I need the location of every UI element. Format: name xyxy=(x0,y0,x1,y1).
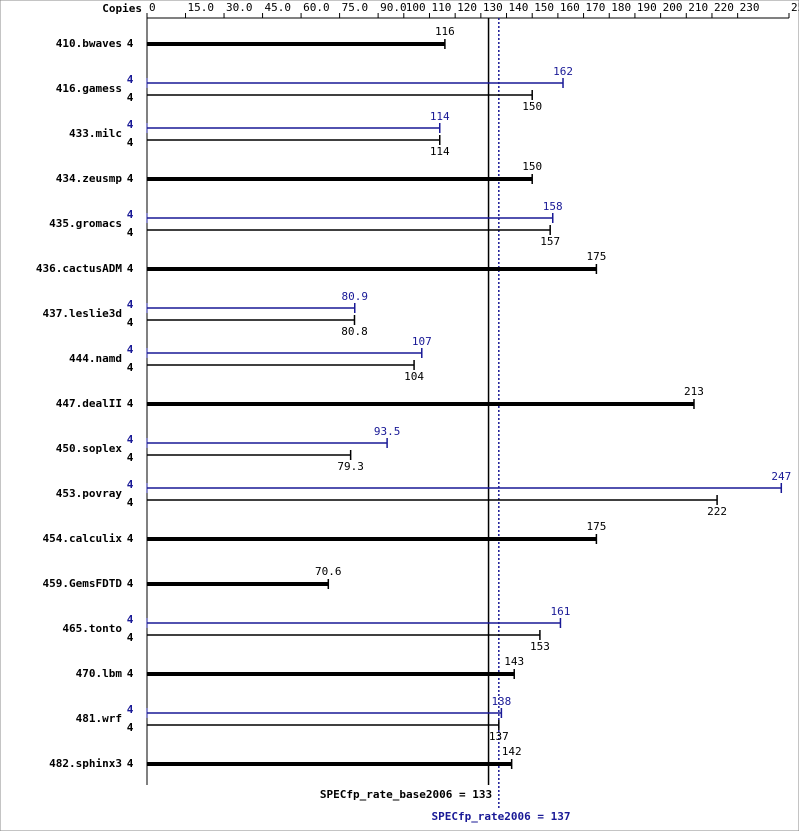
x-tick-label: 170 xyxy=(586,1,606,14)
value-label: 107 xyxy=(412,335,432,348)
copies-label: 4 xyxy=(127,532,134,545)
x-tick-label: 15.0 xyxy=(188,1,215,14)
copies-label: 4 xyxy=(127,667,134,680)
reference-label: SPECfp_rate_base2006 = 133 xyxy=(320,788,492,801)
copies-header: Copies xyxy=(102,2,142,15)
x-tick-label: 150 xyxy=(534,1,554,14)
x-tick-label: 130 xyxy=(483,1,503,14)
value-label: 138 xyxy=(491,695,511,708)
copies-label: 4 xyxy=(127,703,134,716)
copies-label: 4 xyxy=(127,37,134,50)
value-label: 70.6 xyxy=(315,565,342,578)
value-label: 175 xyxy=(586,250,606,263)
x-tick-label: 75.0 xyxy=(342,1,369,14)
benchmark-label: 437.leslie3d xyxy=(43,307,122,320)
copies-label: 4 xyxy=(127,397,134,410)
value-label: 114 xyxy=(430,110,450,123)
value-label: 162 xyxy=(553,65,573,78)
benchmark-label: 454.calculix xyxy=(43,532,123,545)
copies-label: 4 xyxy=(127,433,134,446)
copies-label: 4 xyxy=(127,343,134,356)
value-label: 80.8 xyxy=(341,325,368,338)
copies-label: 4 xyxy=(127,226,134,239)
x-tick-label: 30.0 xyxy=(226,1,253,14)
value-label: 158 xyxy=(543,200,563,213)
x-tick-label: 110 xyxy=(431,1,451,14)
value-label: 153 xyxy=(530,640,550,653)
value-label: 114 xyxy=(430,145,450,158)
benchmark-label: 447.dealII xyxy=(56,397,122,410)
copies-label: 4 xyxy=(127,298,134,311)
copies-label: 4 xyxy=(127,91,134,104)
value-label: 222 xyxy=(707,505,727,518)
x-tick-label: 160 xyxy=(560,1,580,14)
copies-label: 4 xyxy=(127,721,134,734)
value-label: 161 xyxy=(551,605,571,618)
copies-label: 4 xyxy=(127,208,134,221)
value-label: 80.9 xyxy=(342,290,369,303)
copies-label: 4 xyxy=(127,757,134,770)
copies-label: 4 xyxy=(127,361,134,374)
copies-label: 4 xyxy=(127,613,134,626)
benchmark-label: 465.tonto xyxy=(62,622,122,635)
x-tick-label: 220 xyxy=(714,1,734,14)
benchmark-label: 459.GemsFDTD xyxy=(43,577,123,590)
value-label: 137 xyxy=(489,730,509,743)
benchmark-label: 435.gromacs xyxy=(49,217,122,230)
value-label: 213 xyxy=(684,385,704,398)
benchmark-label: 482.sphinx3 xyxy=(49,757,122,770)
benchmark-label: 436.cactusADM xyxy=(36,262,122,275)
copies-label: 4 xyxy=(127,496,134,509)
value-label: 175 xyxy=(586,520,606,533)
x-tick-label: 0 xyxy=(149,1,156,14)
value-label: 116 xyxy=(435,25,455,38)
value-label: 104 xyxy=(404,370,424,383)
copies-label: 4 xyxy=(127,136,134,149)
x-tick-label: 100 xyxy=(406,1,426,14)
copies-label: 4 xyxy=(127,478,134,491)
x-tick-label: 230 xyxy=(740,1,760,14)
benchmark-label: 410.bwaves xyxy=(56,37,122,50)
value-label: 150 xyxy=(522,160,542,173)
value-label: 79.3 xyxy=(337,460,364,473)
copies-label: 4 xyxy=(127,172,134,185)
copies-label: 4 xyxy=(127,73,134,86)
value-label: 150 xyxy=(522,100,542,113)
x-tick-label: 180 xyxy=(611,1,631,14)
value-label: 142 xyxy=(502,745,522,758)
value-label: 157 xyxy=(540,235,560,248)
benchmark-label: 444.namd xyxy=(69,352,122,365)
value-label: 247 xyxy=(771,470,791,483)
copies-label: 4 xyxy=(127,577,134,590)
x-tick-label: 210 xyxy=(688,1,708,14)
copies-label: 4 xyxy=(127,262,134,275)
x-tick-label: 120 xyxy=(457,1,477,14)
benchmark-label: 416.gamess xyxy=(56,82,122,95)
copies-label: 4 xyxy=(127,316,134,329)
copies-label: 4 xyxy=(127,118,134,131)
x-tick-label: 250 xyxy=(791,1,799,14)
copies-label: 4 xyxy=(127,451,134,464)
value-label: 93.5 xyxy=(374,425,401,438)
x-tick-label: 200 xyxy=(663,1,683,14)
benchmark-label: 481.wrf xyxy=(76,712,122,725)
copies-label: 4 xyxy=(127,631,134,644)
x-tick-label: 190 xyxy=(637,1,657,14)
benchmark-label: 470.lbm xyxy=(76,667,123,680)
benchmark-label: 433.milc xyxy=(69,127,122,140)
reference-label: SPECfp_rate2006 = 137 xyxy=(431,810,570,823)
benchmark-label: 453.povray xyxy=(56,487,123,500)
value-label: 143 xyxy=(504,655,524,668)
benchmark-label: 434.zeusmp xyxy=(56,172,123,185)
x-tick-label: 60.0 xyxy=(303,1,330,14)
x-tick-label: 90.0 xyxy=(380,1,407,14)
x-tick-label: 140 xyxy=(509,1,529,14)
x-tick-label: 45.0 xyxy=(265,1,292,14)
benchmark-label: 450.soplex xyxy=(56,442,123,455)
